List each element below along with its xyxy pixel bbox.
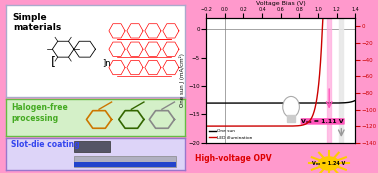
LED illumination	[270, 125, 274, 127]
LED illumination	[264, 125, 269, 127]
LED illumination	[306, 121, 311, 123]
One sun	[353, 99, 358, 101]
Text: Vₒₓ = 1.24 V: Vₒₓ = 1.24 V	[312, 161, 345, 166]
Line: LED illumination: LED illumination	[206, 18, 355, 126]
Y-axis label: One sun J (mA/cm²): One sun J (mA/cm²)	[179, 53, 185, 107]
Circle shape	[319, 157, 339, 170]
One sun	[204, 102, 208, 104]
X-axis label: Voltage Bias (V): Voltage Bias (V)	[256, 1, 305, 6]
One sun	[264, 102, 269, 104]
Text: High-voltage OPV: High-voltage OPV	[195, 154, 271, 163]
Line: One sun: One sun	[206, 100, 355, 103]
Bar	[287, 115, 295, 122]
LED illumination	[320, 25, 325, 28]
LED illumination	[353, 17, 358, 19]
Text: Vₒₓ = 1.11 V: Vₒₓ = 1.11 V	[301, 119, 344, 124]
LED illumination	[204, 125, 208, 127]
One sun	[320, 102, 325, 104]
One sun	[306, 102, 311, 104]
Text: [: [	[51, 55, 56, 68]
One sun	[323, 102, 327, 104]
Polygon shape	[74, 141, 110, 152]
LED illumination	[219, 125, 223, 127]
Legend: One sun, LED illumination: One sun, LED illumination	[208, 128, 253, 140]
Bar	[339, 18, 343, 143]
One sun	[219, 102, 223, 104]
Polygon shape	[74, 156, 176, 167]
Text: ]n: ]n	[103, 58, 111, 67]
Circle shape	[283, 97, 299, 117]
LED illumination	[323, 17, 328, 19]
One sun	[270, 102, 274, 104]
Bar	[327, 18, 331, 143]
Polygon shape	[74, 162, 176, 167]
Text: Slot-die coating: Slot-die coating	[11, 140, 80, 149]
Text: Simple
materials: Simple materials	[13, 12, 61, 32]
Text: Halogen-free
processing: Halogen-free processing	[11, 103, 68, 122]
LED illumination	[321, 17, 325, 19]
